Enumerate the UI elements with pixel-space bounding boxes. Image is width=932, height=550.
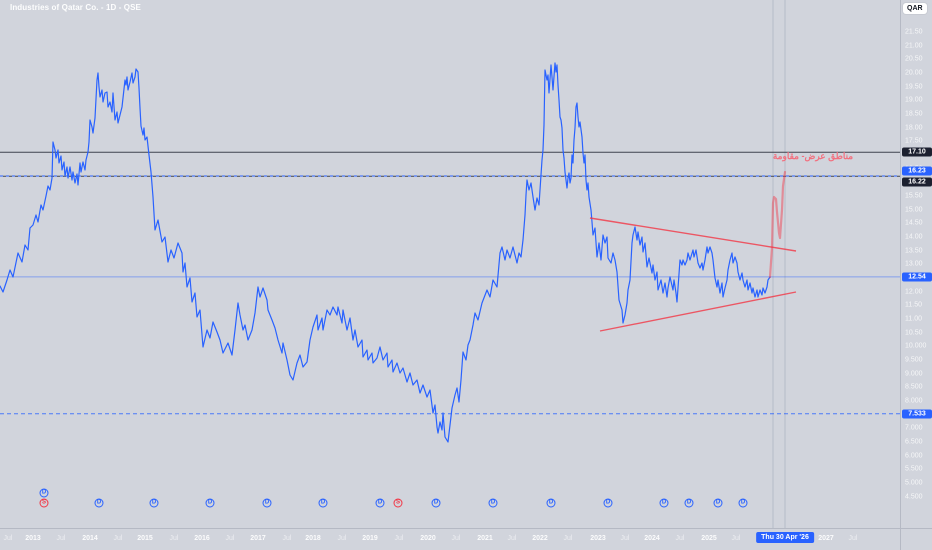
dividend-marker[interactable]: D xyxy=(713,498,723,508)
price-tick: 20.00 xyxy=(905,69,923,77)
price-tick: 7.000 xyxy=(905,424,923,432)
price-tick: 6.500 xyxy=(905,438,923,446)
price-tick: 13.00 xyxy=(905,260,923,268)
price-tick: 4.500 xyxy=(905,493,923,501)
price-tick: 9.500 xyxy=(905,356,923,364)
dividend-marker[interactable]: D xyxy=(262,498,272,508)
time-tick: 2015 xyxy=(137,535,153,542)
dividend-marker[interactable]: D xyxy=(684,498,694,508)
price-axis[interactable]: 21.50 21.00 20.50 20.00 19.50 19.00 18.50 18.00… xyxy=(900,0,932,528)
time-tick: 2014 xyxy=(82,535,98,542)
price-tick: 21.00 xyxy=(905,42,923,50)
price-tick: 9.000 xyxy=(905,370,923,378)
price-tick: 14.50 xyxy=(905,219,923,227)
time-tick: Jul xyxy=(620,535,630,542)
dividend-marker[interactable]: D xyxy=(39,488,49,498)
price-tick: 17.50 xyxy=(905,137,923,145)
time-tick: Jul xyxy=(113,535,123,542)
dividend-marker[interactable]: D xyxy=(149,498,159,508)
resistance-17.10-badge: 17.10 xyxy=(902,147,932,157)
time-tick: 2020 xyxy=(420,535,436,542)
price-tick: 13.50 xyxy=(905,247,923,255)
time-tick: 2021 xyxy=(477,535,493,542)
time-tick: Jul xyxy=(3,535,13,542)
price-tick: 6.000 xyxy=(905,452,923,460)
time-tick: 2017 xyxy=(250,535,266,542)
price-tick: 15.00 xyxy=(905,206,923,214)
time-tick: 2018 xyxy=(305,535,321,542)
time-tick: Jul xyxy=(394,535,404,542)
price-tick: 5.500 xyxy=(905,465,923,473)
price-tick: 8.500 xyxy=(905,383,923,391)
dividend-marker[interactable]: D xyxy=(94,498,104,508)
dividend-marker[interactable]: D xyxy=(488,498,498,508)
time-tick: 2013 xyxy=(25,535,41,542)
price-tick: 18.00 xyxy=(905,124,923,132)
time-tick: Jul xyxy=(56,535,66,542)
dividend-marker[interactable]: D xyxy=(659,498,669,508)
price-tick: 5.000 xyxy=(905,479,923,487)
time-tick: Jul xyxy=(225,535,235,542)
level-16.22-badge: 16.22 xyxy=(902,177,932,187)
dividend-marker[interactable]: D xyxy=(375,498,385,508)
wedge-upper-trendline[interactable] xyxy=(589,217,797,252)
time-tick: Jul xyxy=(848,535,858,542)
currency-toggle-button[interactable]: QAR xyxy=(903,3,927,14)
time-tick: Jul xyxy=(675,535,685,542)
wedge-lower-trendline[interactable] xyxy=(599,291,797,332)
split-marker[interactable]: S xyxy=(393,498,403,508)
price-tick: 15.50 xyxy=(905,192,923,200)
time-tick: 2019 xyxy=(362,535,378,542)
last-price-12.54-badge: 12.54 xyxy=(902,272,932,282)
breakout-projection-path[interactable] xyxy=(768,170,787,279)
time-tick: 2027 xyxy=(818,535,834,542)
price-tick: 10.50 xyxy=(905,329,923,337)
dividend-marker[interactable]: D xyxy=(431,498,441,508)
time-tick: Jul xyxy=(563,535,573,542)
time-tick: 2016 xyxy=(194,535,210,542)
time-tick: 2024 xyxy=(644,535,660,542)
dividend-marker[interactable]: D xyxy=(205,498,215,508)
dividend-marker[interactable]: D xyxy=(318,498,328,508)
time-tick: 2022 xyxy=(532,535,548,542)
dividend-marker[interactable]: D xyxy=(738,498,748,508)
price-axis-header: QAR xyxy=(900,0,932,20)
axis-corner xyxy=(900,528,932,550)
time-axis[interactable]: Thu 30 Apr '26 Jul 2013 Jul 2014 Jul 2015 Jul 2… xyxy=(0,528,932,550)
chart-plot[interactable]: Industries of Qatar Co. - 1D - QSE مناطق… xyxy=(0,0,900,528)
price-tick: 19.50 xyxy=(905,83,923,91)
price-tick: 14.00 xyxy=(905,233,923,241)
time-tick: Jul xyxy=(731,535,741,542)
date-crosshair-badge: Thu 30 Apr '26 xyxy=(756,532,814,543)
price-tick: 18.50 xyxy=(905,110,923,118)
price-tick: 21.50 xyxy=(905,28,923,36)
time-tick: 2023 xyxy=(590,535,606,542)
price-tick: 20.50 xyxy=(905,55,923,63)
time-tick: Jul xyxy=(337,535,347,542)
dividend-marker[interactable]: D xyxy=(546,498,556,508)
supply-resistance-annotation[interactable]: مناطق عرض- مقاومة xyxy=(772,151,854,161)
price-tick: 11.00 xyxy=(905,315,922,323)
time-tick: Jul xyxy=(451,535,461,542)
support-7.533-badge: 7.533 xyxy=(902,409,932,419)
time-tick: 2025 xyxy=(701,535,717,542)
price-tick: 19.00 xyxy=(905,96,923,104)
price-tick: 11.50 xyxy=(905,301,922,309)
chart-canvas xyxy=(0,0,900,528)
split-marker[interactable]: S xyxy=(39,498,49,508)
time-tick: Jul xyxy=(507,535,517,542)
dividend-marker[interactable]: D xyxy=(603,498,613,508)
price-tick: 8.000 xyxy=(905,397,923,405)
price-tick: 12.00 xyxy=(905,288,923,296)
price-series-line xyxy=(0,62,771,443)
symbol-legend-title[interactable]: Industries of Qatar Co. - 1D - QSE xyxy=(10,3,141,12)
time-tick: Jul xyxy=(282,535,292,542)
time-tick: Jul xyxy=(169,535,179,542)
level-16.23-badge: 16.23 xyxy=(902,166,932,176)
price-tick: 10.000 xyxy=(905,342,927,350)
